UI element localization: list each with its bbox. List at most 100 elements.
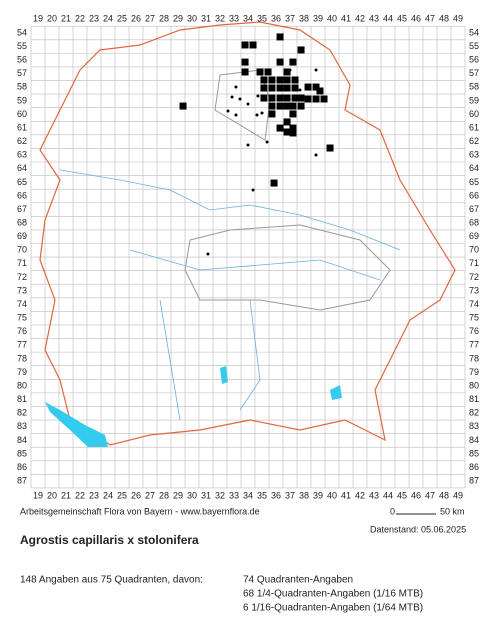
- row-label: 66: [17, 190, 27, 200]
- square-marker: [268, 102, 276, 110]
- row-label: 87: [469, 476, 479, 486]
- col-label: 35: [257, 490, 267, 500]
- square-marker: [304, 83, 312, 91]
- square-marker: [312, 95, 320, 103]
- row-label: 63: [17, 150, 27, 160]
- title: Agrostis capillaris x stolonifera: [20, 533, 199, 547]
- col-label: 29: [173, 490, 183, 500]
- square-marker: [276, 84, 284, 92]
- row-label: 59: [469, 95, 479, 105]
- col-label: 29: [173, 14, 183, 24]
- square-marker: [297, 102, 305, 110]
- square-marker: [276, 58, 284, 66]
- row-label: 58: [469, 82, 479, 92]
- rivers: [59, 169, 401, 421]
- row-label: 54: [469, 27, 479, 37]
- col-label: 28: [159, 14, 169, 24]
- row-label: 85: [17, 448, 27, 458]
- row-label: 82: [469, 408, 479, 418]
- dot-marker: [234, 85, 238, 89]
- row-label: 64: [469, 163, 479, 173]
- row-label: 60: [469, 109, 479, 119]
- markers: [179, 33, 334, 256]
- row-label: 77: [17, 340, 27, 350]
- col-label: 45: [397, 490, 407, 500]
- dot-marker: [206, 252, 210, 256]
- detail: 6 1/16-Quadranten-Angaben (1/64 MTB): [243, 603, 423, 614]
- col-label: 20: [47, 490, 57, 500]
- dot-marker: [230, 95, 234, 99]
- row-label: 67: [469, 204, 479, 214]
- row-label: 83: [17, 421, 27, 431]
- col-label: 24: [103, 14, 113, 24]
- square-marker: [268, 84, 276, 92]
- col-label: 37: [285, 14, 295, 24]
- col-label: 41: [341, 490, 351, 500]
- row-label: 86: [17, 462, 27, 472]
- col-label: 40: [327, 14, 337, 24]
- col-label: 39: [313, 490, 323, 500]
- square-marker: [304, 95, 312, 103]
- row-label: 68: [17, 217, 27, 227]
- square-marker: [283, 68, 291, 76]
- row-label: 60: [17, 109, 27, 119]
- row-label: 64: [17, 163, 27, 173]
- row-label: 85: [469, 448, 479, 458]
- state-border: [39, 21, 456, 446]
- square-marker: [283, 76, 291, 84]
- row-label: 72: [469, 272, 479, 282]
- col-label: 30: [187, 14, 197, 24]
- row-label: 87: [17, 476, 27, 486]
- row-label: 67: [17, 204, 27, 214]
- row-label: 80: [469, 380, 479, 390]
- col-label: 22: [75, 14, 85, 24]
- col-label: 35: [257, 14, 267, 24]
- summary: 148 Angaben aus 75 Quadranten, davon:: [20, 575, 203, 586]
- square-marker: [276, 76, 284, 84]
- row-label: 66: [469, 190, 479, 200]
- row-label: 65: [17, 177, 27, 187]
- row-label: 75: [469, 313, 479, 323]
- col-label: 42: [355, 490, 365, 500]
- col-label: 45: [397, 14, 407, 24]
- col-label: 43: [369, 14, 379, 24]
- square-marker: [289, 58, 297, 66]
- row-label: 84: [17, 435, 27, 445]
- square-marker: [289, 102, 297, 110]
- square-marker: [283, 118, 291, 126]
- col-label: 48: [439, 14, 449, 24]
- col-label: 21: [61, 14, 71, 24]
- dot-marker: [314, 153, 318, 157]
- col-label: 25: [117, 14, 127, 24]
- row-label: 82: [17, 408, 27, 418]
- square-marker: [297, 94, 305, 102]
- col-label: 48: [439, 490, 449, 500]
- col-label: 49: [453, 14, 463, 24]
- dot-marker: [226, 109, 230, 113]
- detail: 74 Quadranten-Angaben: [243, 575, 353, 586]
- row-label: 78: [469, 353, 479, 363]
- dot-marker: [234, 113, 238, 117]
- credit: Arbeitsgemeinschaft Flora von Bayern - w…: [20, 506, 260, 516]
- row-label: 73: [469, 285, 479, 295]
- dot-marker: [255, 113, 259, 117]
- row-label: 74: [17, 299, 27, 309]
- row-label: 80: [17, 380, 27, 390]
- row-label: 70: [469, 245, 479, 255]
- square-marker: [289, 129, 297, 137]
- row-label: 77: [469, 340, 479, 350]
- square-marker: [312, 83, 320, 91]
- square-marker: [276, 94, 284, 102]
- square-marker: [241, 58, 249, 66]
- col-label: 42: [355, 14, 365, 24]
- square-marker: [283, 128, 291, 136]
- col-label: 39: [313, 14, 323, 24]
- row-label: 69: [17, 231, 27, 241]
- col-label: 22: [75, 490, 85, 500]
- row-label: 72: [17, 272, 27, 282]
- square-marker: [283, 102, 291, 110]
- row-label: 81: [17, 394, 27, 404]
- col-label: 25: [117, 490, 127, 500]
- square-marker: [291, 76, 299, 84]
- square-marker: [326, 144, 334, 152]
